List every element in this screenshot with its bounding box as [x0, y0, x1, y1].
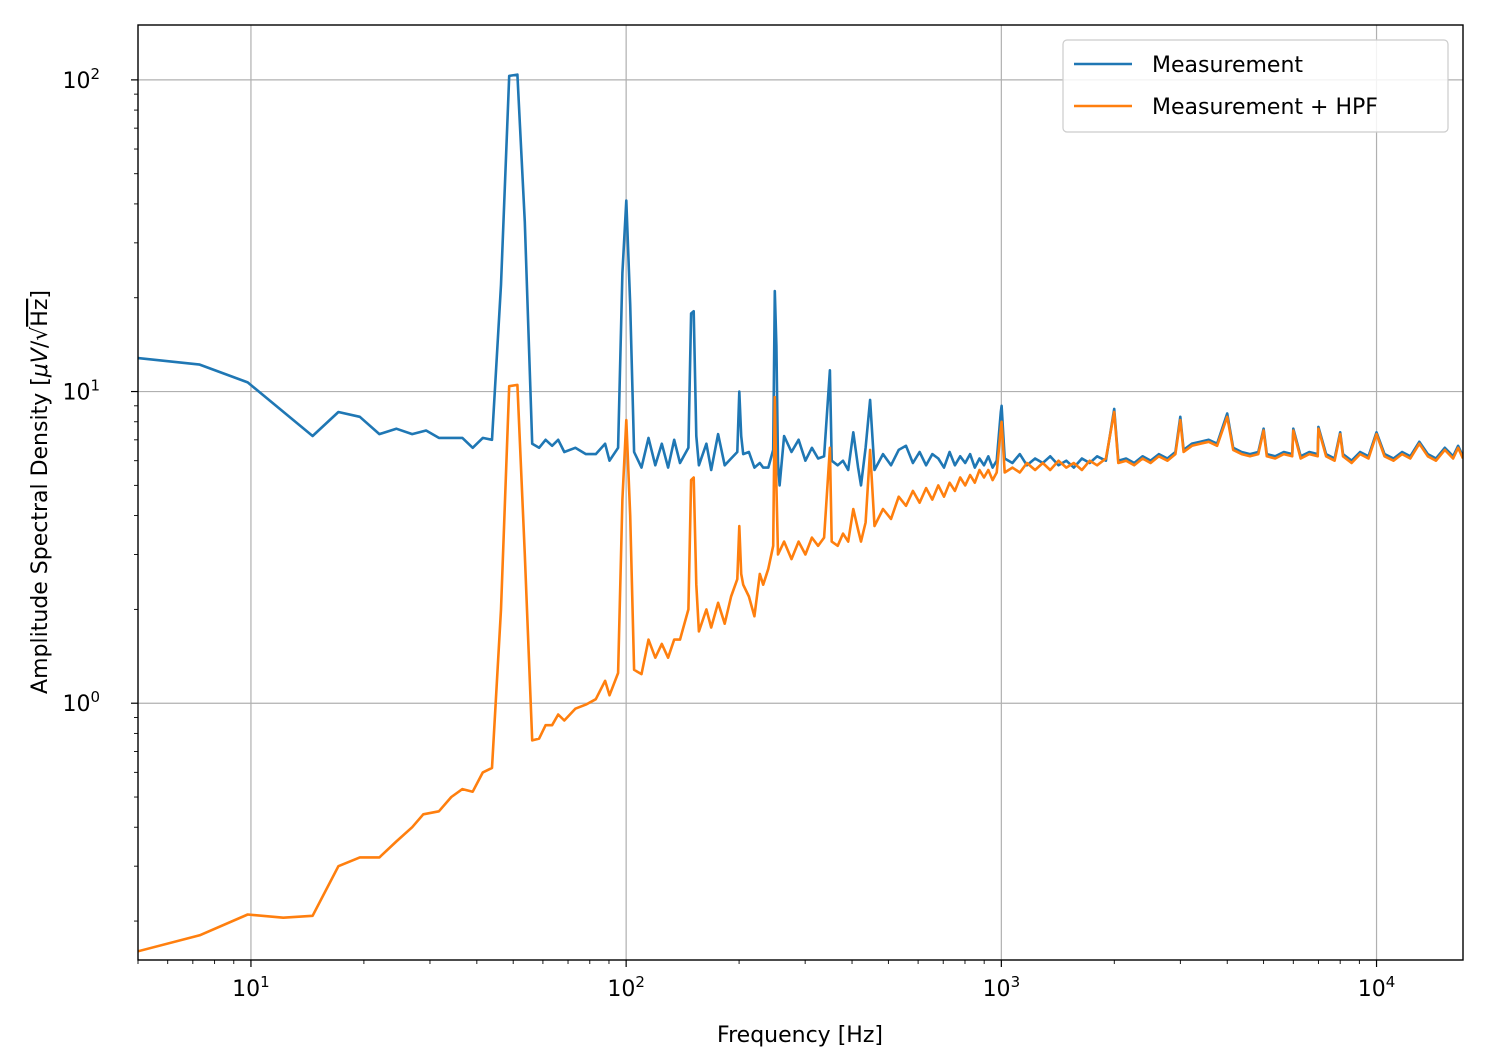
x-axis-label: Frequency [Hz]: [717, 1023, 883, 1048]
data-series: [138, 73, 1463, 953]
legend-label: Measurement + HPF: [1152, 95, 1378, 120]
legend: Measurement Measurement + HPF: [1062, 39, 1449, 133]
legend-label: Measurement: [1152, 53, 1303, 78]
legend-box: [1062, 39, 1449, 133]
y-axis-label: Amplitude Spectral Density [μV/√Hz]: [28, 290, 53, 694]
grid-lines: [138, 25, 1463, 960]
series-line-measurement-hpf: [138, 383, 1463, 953]
plot-frame: [137, 24, 1464, 961]
x-tick-label: 101: [232, 973, 270, 1002]
